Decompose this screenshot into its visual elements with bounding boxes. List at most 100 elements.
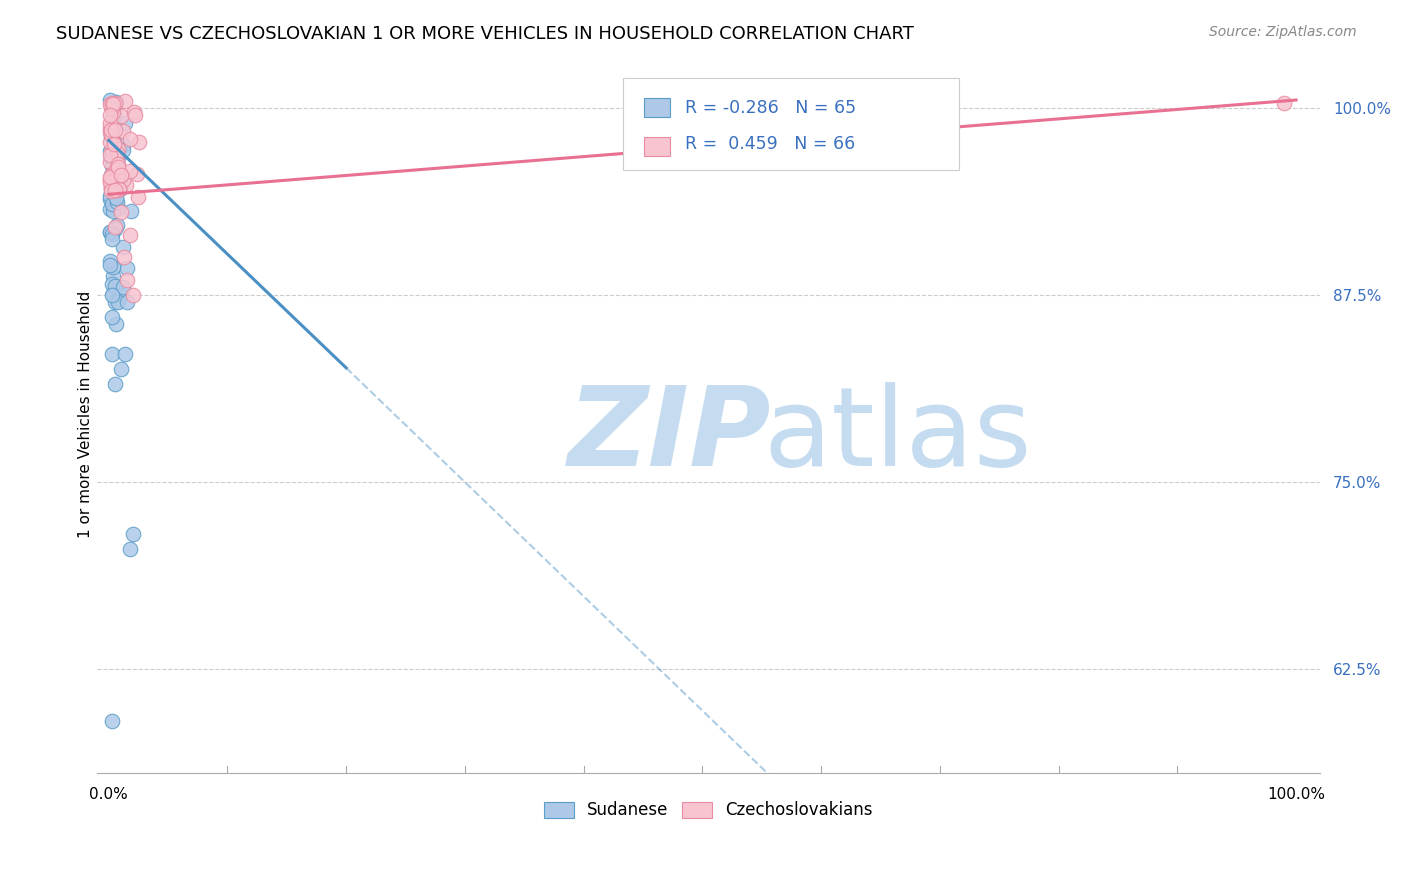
Point <box>101 127 124 141</box>
Point <box>110 205 132 219</box>
Point <box>98 258 121 272</box>
Point <box>104 183 127 197</box>
Point <box>100 277 122 291</box>
Point <box>110 168 132 182</box>
Point <box>100 151 122 165</box>
Point <box>104 222 127 236</box>
Point <box>100 100 122 114</box>
Point <box>101 105 124 120</box>
Point <box>100 180 122 194</box>
Point <box>105 151 128 165</box>
Point <box>108 182 131 196</box>
Point <box>100 143 122 157</box>
Point <box>101 126 124 140</box>
FancyBboxPatch shape <box>623 78 959 170</box>
Point <box>115 295 138 310</box>
Point <box>110 109 132 123</box>
Point <box>107 157 129 171</box>
Text: SUDANESE VS CZECHOSLOVAKIAN 1 OR MORE VEHICLES IN HOUSEHOLD CORRELATION CHART: SUDANESE VS CZECHOSLOVAKIAN 1 OR MORE VE… <box>56 25 914 43</box>
Point <box>105 191 128 205</box>
Point <box>103 287 125 301</box>
Point <box>101 232 124 246</box>
Point <box>101 260 124 274</box>
Point <box>103 177 125 191</box>
Point <box>101 203 124 218</box>
Point <box>98 225 121 239</box>
Point <box>105 146 128 161</box>
Point <box>100 127 122 141</box>
Point <box>120 203 142 218</box>
Point <box>98 136 121 150</box>
Point <box>111 143 134 157</box>
Point <box>101 310 124 324</box>
Point <box>107 150 129 164</box>
Point <box>101 96 124 111</box>
Point <box>110 168 132 182</box>
Point <box>124 108 146 122</box>
Point <box>104 279 127 293</box>
Point <box>107 202 129 216</box>
Point <box>100 181 122 195</box>
Point <box>100 130 122 145</box>
Point <box>101 167 124 181</box>
Point <box>105 182 128 196</box>
Point <box>115 261 138 276</box>
Point <box>1272 96 1295 111</box>
Point <box>98 145 121 159</box>
Point <box>101 96 124 111</box>
Legend: Sudanese, Czechoslovakians: Sudanese, Czechoslovakians <box>537 795 879 826</box>
Point <box>107 142 129 156</box>
Point <box>118 164 141 178</box>
Point <box>104 295 127 310</box>
Point <box>111 240 134 254</box>
Point <box>107 295 129 310</box>
Point <box>108 170 131 185</box>
Point <box>98 116 121 130</box>
Point <box>108 176 131 190</box>
Point <box>101 102 124 116</box>
Point <box>114 116 136 130</box>
Point <box>100 177 122 191</box>
Point <box>100 184 122 198</box>
Point <box>107 161 129 175</box>
Point <box>114 95 136 109</box>
Point <box>120 227 142 242</box>
Point <box>100 122 122 136</box>
Point <box>101 287 124 301</box>
Point <box>103 108 125 122</box>
Point <box>98 225 121 239</box>
Point <box>98 254 121 268</box>
Point <box>110 176 132 190</box>
Point <box>105 218 128 232</box>
Point <box>103 137 125 152</box>
Point <box>103 118 125 132</box>
Point <box>107 169 129 183</box>
Text: Source: ZipAtlas.com: Source: ZipAtlas.com <box>1209 25 1357 39</box>
Point <box>98 93 121 107</box>
Point <box>118 132 141 146</box>
Text: ZIP: ZIP <box>568 383 772 490</box>
Point <box>98 148 121 162</box>
Point <box>100 171 122 186</box>
Point <box>98 175 121 189</box>
Text: R =  0.459   N = 66: R = 0.459 N = 66 <box>685 135 855 153</box>
Point <box>115 272 138 286</box>
Point <box>104 123 127 137</box>
Point <box>98 97 121 112</box>
Point <box>112 250 135 264</box>
Point <box>108 182 131 196</box>
Point <box>98 125 121 139</box>
Point <box>115 178 138 192</box>
Point <box>112 124 135 138</box>
Point <box>111 280 134 294</box>
Point <box>103 136 125 150</box>
Point <box>100 179 122 194</box>
Point <box>105 163 128 178</box>
Point <box>104 318 127 332</box>
Point <box>100 111 122 125</box>
Point <box>101 347 124 361</box>
Point <box>121 527 143 541</box>
Point <box>100 98 122 112</box>
Point <box>104 377 127 392</box>
Point <box>101 268 124 283</box>
